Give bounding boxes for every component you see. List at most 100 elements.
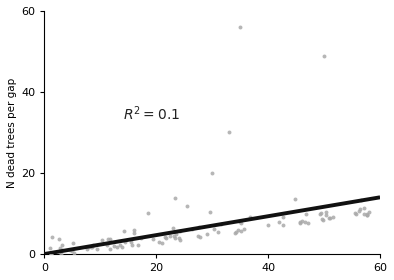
Point [71, 250, 77, 255]
Y-axis label: N dead trees per gap: N dead trees per gap [7, 77, 17, 188]
Point [130, 228, 137, 232]
Point [176, 236, 182, 241]
Point [170, 226, 176, 230]
Point [292, 197, 298, 201]
Point [129, 242, 135, 247]
Point [237, 25, 243, 29]
Point [90, 243, 96, 248]
Point [364, 213, 370, 217]
Point [87, 244, 94, 249]
Point [94, 247, 100, 251]
Point [299, 219, 305, 224]
Point [326, 216, 333, 221]
Point [104, 243, 110, 248]
Point [189, 227, 195, 232]
Point [184, 204, 190, 209]
Point [276, 220, 282, 224]
Point [47, 246, 53, 251]
Point [301, 220, 308, 225]
Point [361, 211, 367, 216]
Point [204, 231, 210, 236]
Point [364, 213, 370, 218]
Point [84, 246, 90, 251]
Point [58, 252, 64, 256]
Point [247, 215, 253, 219]
Point [323, 209, 329, 214]
Point [265, 223, 271, 227]
Point [121, 228, 127, 233]
Point [162, 236, 169, 241]
Point [177, 238, 184, 242]
Point [138, 236, 144, 241]
Point [69, 248, 75, 253]
Point [48, 252, 54, 256]
Point [297, 221, 303, 226]
Point [107, 246, 113, 251]
Point [113, 245, 120, 249]
Point [238, 229, 244, 234]
Point [231, 230, 238, 235]
Point [145, 211, 151, 215]
Point [327, 216, 333, 220]
Point [134, 242, 141, 247]
Point [238, 220, 244, 225]
Point [69, 241, 76, 245]
Point [318, 217, 325, 222]
Point [241, 227, 247, 231]
Point [217, 222, 224, 227]
Point [167, 234, 173, 238]
Point [320, 218, 327, 222]
Point [329, 215, 336, 220]
Point [280, 215, 286, 219]
Point [209, 171, 215, 175]
Point [172, 196, 178, 200]
Point [173, 232, 179, 236]
Point [323, 213, 330, 217]
Point [196, 225, 203, 230]
Point [48, 251, 55, 256]
Point [364, 212, 370, 217]
Point [366, 210, 372, 214]
Point [56, 236, 62, 241]
Point [128, 239, 134, 244]
Point [233, 230, 239, 234]
Point [321, 53, 327, 58]
Point [150, 237, 156, 242]
Point [117, 243, 124, 247]
Point [234, 228, 241, 232]
Point [162, 234, 168, 239]
Point [171, 234, 177, 238]
Point [226, 130, 232, 135]
Point [197, 235, 203, 239]
Point [352, 210, 359, 215]
Point [317, 212, 323, 216]
Point [122, 240, 128, 244]
Point [99, 237, 106, 242]
Point [172, 236, 178, 241]
Point [207, 210, 214, 214]
Point [236, 220, 243, 224]
Point [361, 206, 368, 211]
Point [318, 211, 324, 215]
Point [111, 244, 117, 249]
Point [85, 245, 91, 249]
Point [215, 230, 221, 235]
Point [305, 221, 311, 226]
Point [353, 212, 359, 216]
Point [159, 241, 165, 245]
Point [177, 229, 183, 233]
Point [297, 220, 303, 225]
Point [211, 227, 217, 232]
Point [89, 244, 95, 249]
Point [119, 244, 125, 249]
Text: $R^2 = 0.1$: $R^2 = 0.1$ [123, 105, 180, 123]
Point [303, 211, 309, 216]
Point [105, 237, 111, 241]
Point [131, 230, 138, 235]
Point [358, 198, 364, 202]
Point [59, 243, 66, 248]
Point [356, 208, 362, 213]
Point [357, 207, 364, 211]
Point [59, 248, 65, 252]
Point [280, 223, 286, 228]
